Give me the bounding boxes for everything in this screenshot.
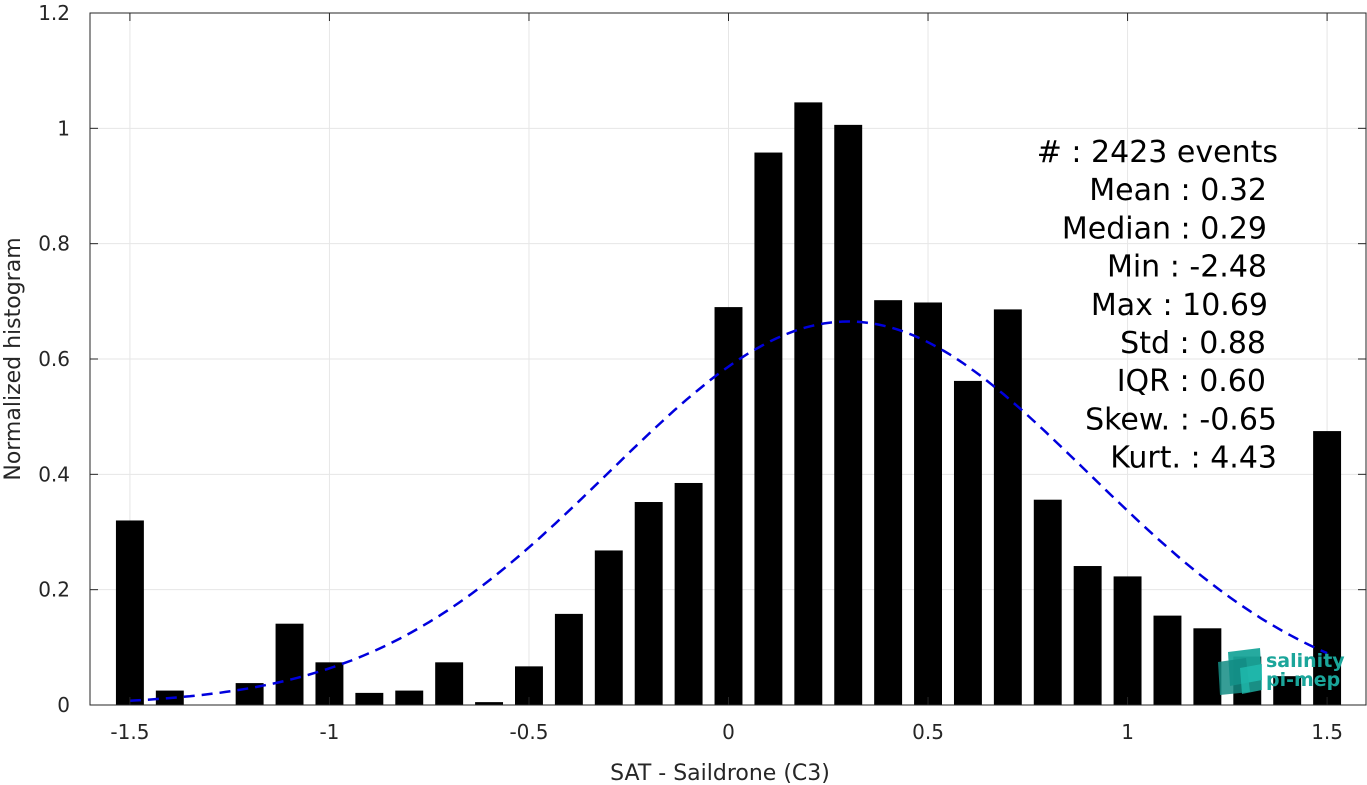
histogram-bar	[395, 690, 424, 705]
x-tick-labels: -1.5 -1 -0.5 0 0.5 1 1.5	[110, 720, 1343, 744]
histogram-bar	[1153, 615, 1182, 705]
logo-line2: pi-mep	[1266, 669, 1340, 691]
histogram-bar	[674, 482, 703, 705]
y-tick-label: 0.8	[38, 232, 70, 256]
histogram-bar	[754, 152, 783, 705]
histogram-bar	[834, 124, 863, 705]
y-tick-label: 0.2	[38, 578, 70, 602]
y-tick-label: 0.6	[38, 347, 70, 371]
histogram-bar	[435, 662, 464, 705]
stat-line: IQR : 0.60	[1117, 364, 1266, 399]
stat-line: Median : 0.29	[1062, 211, 1267, 246]
y-tick-label: 1	[57, 116, 70, 140]
x-tick-label: 1	[1121, 720, 1134, 744]
histogram-bar	[953, 380, 982, 705]
stat-line: Skew. : -0.65	[1085, 402, 1277, 437]
histogram-bar	[794, 102, 823, 706]
axis-ticks	[90, 12, 1366, 706]
histogram-bar	[275, 623, 304, 705]
y-tick-labels: 0 0.2 0.4 0.6 0.8 1 1.2	[38, 1, 70, 717]
histogram-bar	[554, 613, 583, 705]
histogram-bar	[1033, 499, 1062, 705]
stat-line: Mean : 0.32	[1089, 173, 1267, 208]
histogram-bar	[993, 309, 1022, 705]
histogram-bar	[1113, 576, 1142, 705]
bars-group	[115, 102, 1342, 706]
x-tick-label: -0.5	[509, 720, 548, 744]
stat-line: # : 2423 events	[1037, 135, 1278, 170]
histogram-bar	[1273, 676, 1302, 705]
x-tick-label: 0.5	[912, 720, 944, 744]
y-tick-label: 0.4	[38, 462, 70, 486]
stat-line: Std : 0.88	[1120, 326, 1266, 361]
x-tick-label: 1.5	[1311, 720, 1343, 744]
x-tick-label: -1.5	[110, 720, 149, 744]
histogram-bar	[115, 520, 144, 705]
histogram-bar	[914, 302, 942, 705]
histogram-bar	[634, 502, 663, 705]
logo-cube-icon	[1218, 648, 1262, 695]
x-tick-label: -1	[319, 720, 339, 744]
histogram-bar	[714, 307, 743, 705]
y-tick-label: 0	[57, 693, 70, 717]
stat-line: Max : 10.69	[1091, 288, 1268, 323]
histogram-bar	[1193, 628, 1222, 705]
histogram-bar	[475, 702, 504, 705]
stat-line: Min : -2.48	[1107, 250, 1267, 285]
stat-line: Kurt. : 4.43	[1110, 441, 1277, 476]
x-axis-label: SAT - Saildrone (C3)	[610, 761, 830, 785]
histogram-bar	[1313, 431, 1342, 705]
histogram-bar	[1073, 566, 1102, 705]
histogram-bar	[594, 550, 623, 705]
y-axis-label: Normalized histogram	[1, 237, 26, 480]
fit-curve	[129, 320, 1328, 702]
logo-line1: salinity	[1266, 650, 1345, 672]
histogram-bar	[874, 300, 903, 705]
y-tick-label: 1.2	[38, 1, 70, 25]
x-tick-label: 0	[722, 720, 735, 744]
histogram-bar	[355, 692, 384, 705]
salinity-pimep-logo: salinity pi-mep	[1218, 648, 1345, 695]
